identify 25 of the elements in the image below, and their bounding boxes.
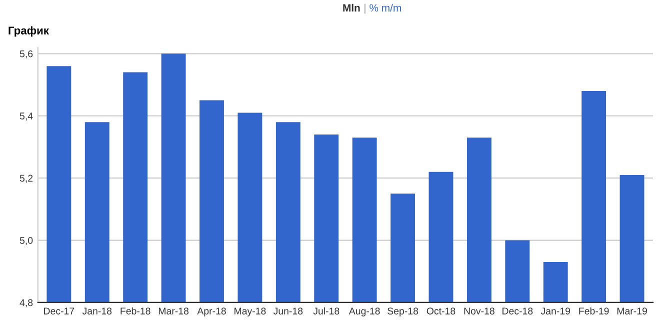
x-tick-label: Jan-18: [82, 308, 112, 314]
x-tick-label: Aug-18: [348, 308, 380, 316]
chart-title: График: [8, 26, 49, 37]
x-tick-label: Feb-18: [120, 307, 150, 314]
x-tick-label: Jul-18: [313, 307, 340, 314]
x-tick-label: Jun-18: [273, 308, 303, 314]
y-tick-label: 5,4: [20, 112, 33, 121]
y-tick-label: 5,6: [20, 50, 33, 58]
y-tick-label: 4,8: [20, 299, 33, 308]
x-tick-label: Dec-17: [44, 308, 74, 314]
x-tick-label: Feb-19: [579, 307, 609, 314]
x-tick-label: Sep-18: [388, 308, 418, 316]
text: Mln: [343, 4, 360, 12]
x-tick-label: Mar-18: [158, 308, 189, 314]
x-tick-label: Nov-18: [464, 308, 494, 314]
text: |: [364, 4, 366, 14]
y-tick-label: 5,0: [20, 237, 33, 246]
x-tick-label: Jan-19: [540, 308, 570, 314]
x-tick-label: May-18: [234, 308, 266, 316]
x-tick-label: Oct-18: [426, 308, 456, 314]
y-tick-label: 5,2: [20, 174, 33, 183]
x-tick-label: Dec-18: [502, 308, 533, 314]
text: % m/m: [370, 4, 401, 12]
x-tick-label: Apr-18: [197, 308, 226, 316]
x-tick-label: Mar-19: [617, 308, 647, 314]
